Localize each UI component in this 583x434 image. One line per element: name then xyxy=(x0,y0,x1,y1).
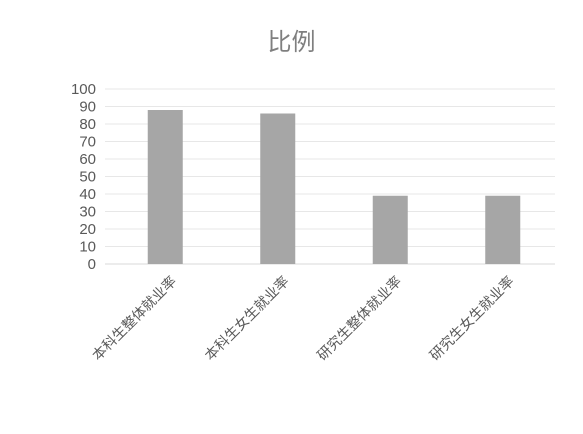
y-tick-label: 0 xyxy=(88,256,96,273)
y-tick-label: 20 xyxy=(79,221,96,238)
y-tick-label: 30 xyxy=(79,204,96,221)
y-tick-label: 100 xyxy=(71,81,96,98)
x-category-label: 研究生女生就业率 xyxy=(426,273,517,364)
y-tick-label: 70 xyxy=(79,134,96,151)
chart-area xyxy=(24,10,569,418)
x-category-label: 本科生女生就业率 xyxy=(201,273,292,364)
y-tick-label: 10 xyxy=(79,239,96,256)
x-category-label: 本科生整体就业率 xyxy=(89,273,180,364)
bar xyxy=(485,195,521,264)
bar xyxy=(147,110,183,264)
y-tick-label: 60 xyxy=(79,151,96,168)
bar xyxy=(372,195,408,264)
chart-title: 比例 xyxy=(267,28,316,56)
bars xyxy=(147,110,521,264)
x-category-label: 研究生整体就业率 xyxy=(314,273,405,364)
y-tick-label: 80 xyxy=(79,116,96,133)
y-tick-label: 40 xyxy=(79,186,96,203)
x-axis-labels: 本科生整体就业率 本科生女生就业率 研究生整体就业率 研究生女生就业率 xyxy=(89,273,518,364)
y-tick-label: 90 xyxy=(79,99,96,116)
y-tick-label: 50 xyxy=(79,169,96,186)
bar xyxy=(260,113,296,264)
